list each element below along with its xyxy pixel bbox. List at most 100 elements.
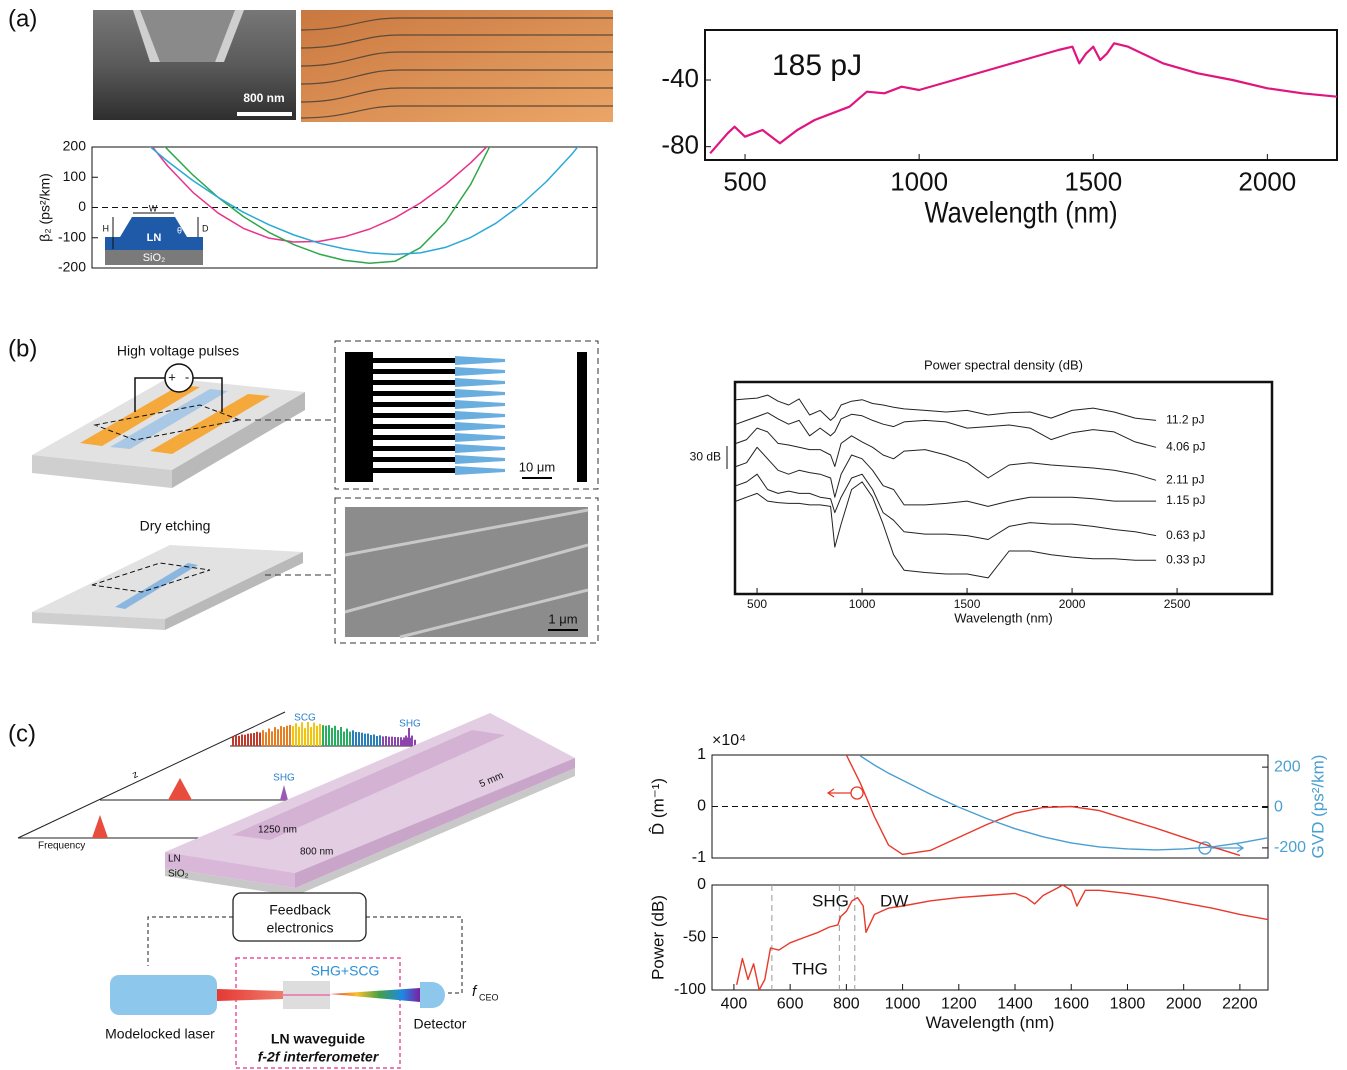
x-tick-label: 2500	[1164, 597, 1191, 611]
inset-label: SiO₂	[143, 252, 166, 264]
finger	[373, 402, 463, 407]
spectral-line	[394, 737, 396, 746]
spectral-line	[343, 732, 345, 746]
data-line	[736, 482, 1156, 578]
spectral-line	[349, 732, 351, 746]
x-tick-label: 1000	[885, 996, 921, 1013]
laser	[110, 975, 217, 1015]
data-line	[846, 755, 1240, 855]
y-axis-label: Power (dB)	[649, 895, 668, 980]
y-tick-label: -100	[674, 981, 706, 998]
spectrum	[232, 722, 416, 746]
scale-label: 10 μm	[519, 459, 555, 474]
inset-label: W	[149, 203, 158, 213]
spectral-line	[238, 736, 240, 746]
spectral-line	[313, 723, 315, 746]
spectral-line	[391, 737, 393, 746]
spectral-line	[268, 729, 270, 746]
x-tick-label: 1600	[1053, 996, 1089, 1013]
spectral-line	[402, 740, 404, 746]
axis-arrow	[828, 789, 851, 797]
spectral-line	[286, 726, 288, 746]
y-tick-label: 0	[78, 198, 86, 214]
spectral-line	[322, 725, 324, 746]
data-line	[736, 447, 1156, 506]
inset-label: LN	[147, 232, 162, 244]
finger	[373, 358, 463, 363]
spectral-line	[319, 724, 321, 746]
x-tick-label: 2000	[1238, 166, 1296, 196]
panel-label: (a)	[8, 5, 37, 32]
inset-label: H	[103, 223, 110, 233]
x-axis-label: Wavelength (nm)	[954, 611, 1053, 626]
label: Frequency	[38, 841, 85, 852]
x-tick-label: 500	[747, 597, 767, 611]
x-tick-label: 1000	[890, 166, 948, 196]
scale-label: 1 μm	[548, 611, 577, 626]
x-tick-label: 400	[721, 996, 748, 1013]
label: SHG	[273, 773, 295, 784]
y-tick-label: -80	[661, 130, 699, 160]
x-tick-label: 1800	[1110, 996, 1146, 1013]
x-axis-label: Wavelength (nm)	[924, 196, 1117, 229]
spectral-line	[271, 731, 273, 746]
spectral-line	[340, 727, 342, 746]
label: LN waveguide	[271, 1031, 365, 1047]
spectral-line	[373, 734, 375, 746]
scale-label: 800 nm	[243, 91, 284, 105]
y-tick-label: -100	[58, 228, 86, 244]
spectral-line	[355, 732, 357, 746]
spectral-line	[337, 730, 339, 746]
y-axis-label: D̂ (m⁻¹)	[648, 778, 668, 835]
x-tick-label: 600	[777, 996, 804, 1013]
panel-label: (b)	[8, 335, 37, 362]
data-line	[860, 756, 1268, 850]
spectral-line	[301, 722, 303, 746]
label: 800 nm	[300, 847, 333, 858]
spectral-line	[247, 734, 249, 746]
data-line	[143, 123, 598, 255]
annotation: DW	[880, 891, 908, 910]
x-tick-label: 1500	[1064, 166, 1122, 196]
pulse	[92, 815, 108, 838]
label: Modelocked laser	[105, 1026, 215, 1042]
x-tick-label: 1400	[997, 996, 1033, 1013]
label: SHG+SCG	[311, 963, 380, 979]
spectral-line	[307, 722, 309, 746]
y2-axis-label: GVD (ps²/km)	[1309, 755, 1328, 859]
spectral-line	[280, 726, 282, 746]
spectral-line	[346, 729, 348, 746]
spectral-line	[292, 726, 294, 746]
label: f-2f interferometer	[258, 1049, 380, 1065]
y2-tick-label: -200	[1274, 839, 1306, 856]
y-tick-label: 200	[63, 138, 87, 154]
label: Dry etching	[140, 518, 211, 534]
spectral-line	[411, 736, 413, 746]
spectral-line	[364, 734, 366, 746]
y-tick-label: -1	[692, 849, 706, 866]
spectral-line	[376, 736, 378, 746]
label: z	[131, 769, 140, 781]
scale-bar-label: 30 dB	[690, 450, 721, 464]
label: f	[472, 983, 478, 1000]
label: SiO₂	[168, 869, 189, 880]
y-tick-label: 0	[697, 876, 706, 893]
spectral-line	[304, 728, 306, 746]
inset-label: θ	[177, 225, 182, 235]
chart-title: Power spectral density (dB)	[924, 357, 1083, 372]
data-line	[736, 413, 1156, 448]
microscope-image	[301, 10, 613, 122]
annotation: THG	[792, 959, 828, 978]
spectral-line	[352, 730, 354, 746]
label: -	[185, 369, 189, 384]
finger	[373, 435, 463, 440]
series-label: 11.2 pJ	[1166, 413, 1204, 427]
y-tick-label: -40	[661, 63, 699, 93]
spectral-line	[235, 735, 237, 746]
x-axis-label: Wavelength (nm)	[926, 1013, 1055, 1032]
data-line	[736, 428, 1156, 480]
finger	[373, 369, 463, 374]
spectral-line	[400, 737, 402, 746]
panel-label: (c)	[8, 720, 36, 747]
spectral-line	[265, 732, 267, 746]
